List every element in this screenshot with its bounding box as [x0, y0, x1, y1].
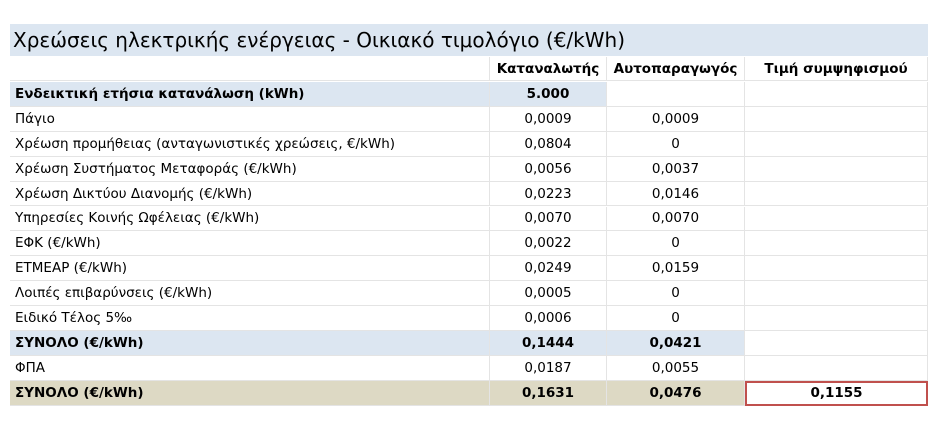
value-cell: 0,0009 — [490, 106, 607, 132]
value-cell: 0,0070 — [490, 206, 607, 232]
value-cell: 0,0421 — [607, 331, 745, 356]
value-cell: 0,0146 — [607, 181, 745, 207]
value-cell: 0,0159 — [607, 256, 745, 282]
row-label: ΣΥΝΟΛΟ (€/kWh) — [10, 380, 490, 406]
row-label: Υπηρεσίες Κοινής Ωφέλειας (€/kWh) — [10, 206, 490, 232]
row-label: Ενδεικτική ετήσια κατανάλωση (kWh) — [10, 82, 490, 107]
value-cell: 0,0804 — [490, 131, 607, 157]
value-cell: 0,0006 — [490, 306, 607, 331]
row-label: Λοιπές επιβαρύνσεις (€/kWh) — [10, 281, 490, 307]
empty-cell — [745, 256, 928, 282]
value-cell: 0,0187 — [490, 355, 607, 381]
row-label: ΦΠΑ — [10, 355, 490, 381]
empty-cell — [745, 331, 928, 356]
value-cell: 0,0476 — [607, 380, 745, 406]
value-cell: 0,0055 — [607, 355, 745, 381]
value-cell: 0,0009 — [607, 106, 745, 132]
empty-cell — [745, 306, 928, 331]
row-label: ΕΤΜΕΑΡ (€/kWh) — [10, 256, 490, 282]
value-cell: 0,0037 — [607, 156, 745, 182]
row-label: Χρέωση προμήθειας (ανταγωνιστικές χρεώσε… — [10, 131, 490, 157]
empty-cell — [745, 82, 928, 107]
row-label: Πάγιο — [10, 106, 490, 132]
header-cell — [10, 57, 490, 81]
empty-cell — [745, 131, 928, 157]
value-cell: 0 — [607, 131, 745, 157]
value-cell: 0 — [607, 281, 745, 307]
row-label: ΣΥΝΟΛΟ (€/kWh) — [10, 331, 490, 356]
row-label: Ειδικό Τέλος 5‰ — [10, 306, 490, 331]
value-cell: 0,0005 — [490, 281, 607, 307]
empty-cell — [745, 355, 928, 381]
row-label: Χρέωση Δικτύου Διανομής (€/kWh) — [10, 181, 490, 207]
empty-cell — [745, 156, 928, 182]
empty-cell — [745, 106, 928, 132]
empty-cell — [745, 231, 928, 257]
value-cell: 0,0223 — [490, 181, 607, 207]
row-label: Χρέωση Συστήματος Μεταφοράς (€/kWh) — [10, 156, 490, 182]
empty-cell — [745, 281, 928, 307]
value-cell: 0 — [607, 231, 745, 257]
column-header: Τιμή συμψηφισμού — [745, 57, 928, 81]
value-cell: 0,0070 — [607, 206, 745, 232]
empty-cell — [745, 206, 928, 232]
value-cell: 0,0056 — [490, 156, 607, 182]
value-cell: 0 — [607, 306, 745, 331]
row-label: ΕΦΚ (€/kWh) — [10, 231, 490, 257]
value-cell: 0,1155 — [745, 380, 928, 406]
value-cell: 0,0249 — [490, 256, 607, 282]
value-cell: 0,0022 — [490, 231, 607, 257]
table-title: Χρεώσεις ηλεκτρικής ενέργειας - Οικιακό … — [10, 24, 928, 56]
column-header: Αυτοπαραγωγός — [607, 57, 745, 81]
empty-cell — [745, 181, 928, 207]
value-cell: 0,1444 — [490, 331, 607, 356]
column-header: Καταναλωτής — [490, 57, 607, 81]
value-cell: 0,1631 — [490, 380, 607, 406]
value-cell: 5.000 — [490, 82, 607, 107]
empty-cell — [607, 82, 745, 107]
